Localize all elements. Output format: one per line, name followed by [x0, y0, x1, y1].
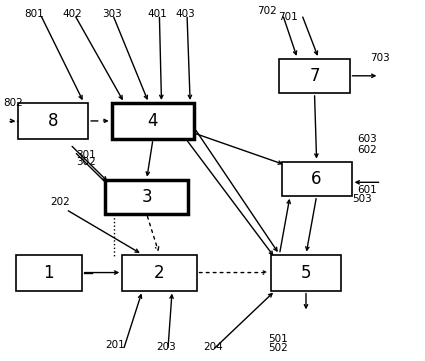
Bar: [16, 255, 82, 291]
Bar: [271, 255, 341, 291]
Text: 801: 801: [24, 9, 44, 19]
Bar: [280, 59, 349, 93]
Text: 601: 601: [357, 184, 377, 195]
Text: 8: 8: [48, 112, 58, 130]
Text: 501: 501: [268, 334, 287, 344]
Text: 602: 602: [357, 145, 377, 155]
Text: 302: 302: [76, 157, 96, 168]
Text: 7: 7: [309, 67, 320, 85]
Text: 802: 802: [3, 98, 23, 108]
Text: 701: 701: [278, 12, 298, 22]
Text: 401: 401: [148, 9, 167, 19]
Text: 703: 703: [370, 53, 389, 63]
Bar: [281, 162, 351, 196]
Text: 502: 502: [268, 343, 287, 353]
Text: 204: 204: [203, 342, 223, 352]
Text: 702: 702: [257, 6, 277, 16]
Bar: [111, 103, 194, 139]
Text: 303: 303: [102, 9, 122, 19]
Text: 503: 503: [352, 194, 371, 204]
Text: 1: 1: [43, 264, 54, 282]
Bar: [105, 180, 188, 214]
Text: 6: 6: [312, 170, 322, 188]
Text: 301: 301: [76, 150, 96, 160]
Text: 2: 2: [154, 264, 164, 282]
Text: 5: 5: [301, 264, 311, 282]
Text: 201: 201: [105, 340, 125, 350]
Text: 202: 202: [50, 197, 70, 207]
Text: 402: 402: [62, 9, 82, 19]
Text: 203: 203: [156, 342, 176, 352]
Text: 3: 3: [141, 188, 152, 206]
Text: 4: 4: [148, 112, 158, 130]
Bar: [18, 103, 88, 139]
Bar: [122, 255, 196, 291]
Text: 403: 403: [176, 9, 195, 19]
Text: 603: 603: [357, 134, 377, 144]
